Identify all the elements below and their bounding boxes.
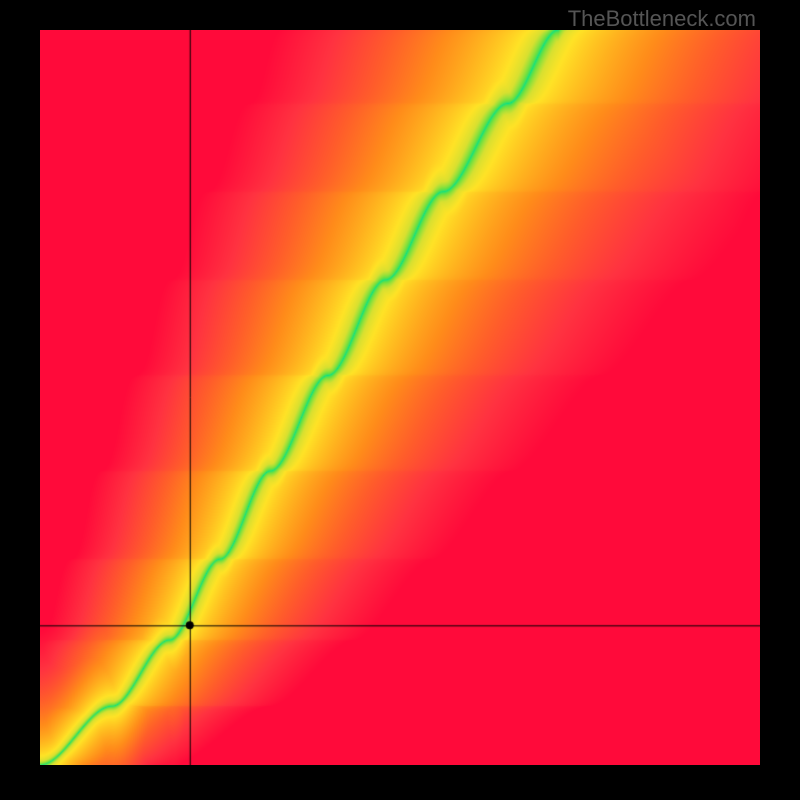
bottleneck-heatmap [40,30,760,765]
chart-container: TheBottleneck.com [0,0,800,800]
watermark-text: TheBottleneck.com [568,6,756,32]
